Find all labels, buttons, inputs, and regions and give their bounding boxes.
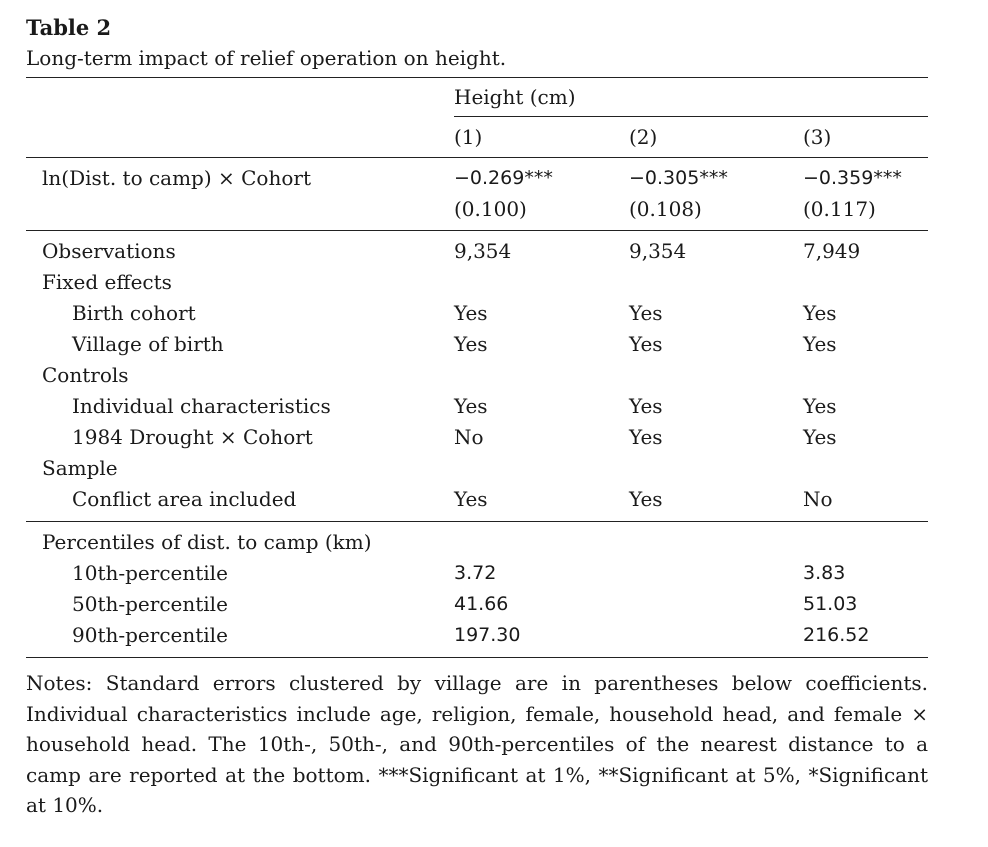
- value-cell: Yes: [454, 487, 488, 511]
- standard-error-cell: (0.108): [629, 197, 702, 221]
- coefficient-cell: −0.269***: [454, 167, 553, 189]
- header-row-columns: (1) (2) (3): [26, 117, 928, 157]
- value-cell: 51.03: [803, 593, 858, 615]
- row-label: Observations: [42, 239, 176, 263]
- standard-error-cell: (0.100): [454, 197, 527, 221]
- table-caption: Long-term impact of relief operation on …: [26, 46, 507, 70]
- value-cell: 216.52: [803, 624, 870, 646]
- table-row: ln(Dist. to camp) × Cohort −0.269*** −0.…: [26, 163, 928, 194]
- table-row: Observations 9,354 9,354 7,949: [26, 236, 928, 267]
- header-rule: [26, 157, 928, 158]
- table-row: 10th-percentile 3.72 3.83: [26, 558, 928, 589]
- value-cell: No: [454, 425, 484, 449]
- table-row: Individual characteristics Yes Yes Yes: [26, 391, 928, 422]
- row-label: Sample: [42, 456, 118, 480]
- row-label: 90th-percentile: [72, 623, 228, 647]
- column-header: (1): [454, 125, 483, 149]
- value-cell: Yes: [803, 394, 837, 418]
- table-notes: Notes: Standard errors clustered by vill…: [26, 671, 928, 817]
- row-label: Controls: [42, 363, 129, 387]
- row-label: Conflict area included: [72, 487, 297, 511]
- value-cell: 7,949: [803, 239, 861, 263]
- table-row: Sample: [26, 453, 928, 484]
- row-label: ln(Dist. to camp) × Cohort: [42, 166, 311, 190]
- specification-block: Observations 9,354 9,354 7,949 Fixed effects…: [26, 231, 928, 521]
- coefficient-cell: −0.305***: [629, 167, 728, 189]
- row-label: 1984 Drought × Cohort: [72, 425, 313, 449]
- table-row: Fixed effects: [26, 267, 928, 298]
- bottom-rule: [26, 657, 928, 658]
- value-cell: Yes: [803, 425, 837, 449]
- row-label: Percentiles of dist. to camp (km): [42, 530, 372, 554]
- table-number: Table 2: [26, 15, 112, 40]
- value-cell: 3.83: [803, 562, 846, 584]
- row-label: Birth cohort: [72, 301, 196, 325]
- value-cell: Yes: [803, 301, 837, 325]
- value-cell: 41.66: [454, 593, 509, 615]
- table-row: 90th-percentile 197.30 216.52: [26, 620, 928, 651]
- row-label: Village of birth: [72, 332, 224, 356]
- table-row: Village of birth Yes Yes Yes: [26, 329, 928, 360]
- table-figure: Table 2 Long-term impact of relief opera…: [26, 14, 928, 821]
- value-cell: Yes: [454, 301, 488, 325]
- row-label: 50th-percentile: [72, 592, 228, 616]
- top-rule: [26, 77, 928, 78]
- value-cell: Yes: [629, 332, 663, 356]
- value-cell: 9,354: [629, 239, 687, 263]
- value-cell: 3.72: [454, 562, 497, 584]
- section-rule: [26, 230, 928, 231]
- row-label: 10th-percentile: [72, 561, 228, 585]
- table-row: (0.100) (0.108) (0.117): [26, 194, 928, 225]
- standard-error-cell: (0.117): [803, 197, 876, 221]
- table-row: Controls: [26, 360, 928, 391]
- coefficient-cell: −0.359***: [803, 167, 902, 189]
- value-cell: Yes: [629, 487, 663, 511]
- coefficient-block: ln(Dist. to camp) × Cohort −0.269*** −0.…: [26, 158, 928, 230]
- row-label: Individual characteristics: [72, 394, 331, 418]
- table-row: 1984 Drought × Cohort No Yes Yes: [26, 422, 928, 453]
- value-cell: 9,354: [454, 239, 512, 263]
- value-cell: Yes: [803, 332, 837, 356]
- dependent-variable-label: Height (cm): [454, 85, 576, 109]
- table-row: 50th-percentile 41.66 51.03: [26, 589, 928, 620]
- value-cell: Yes: [629, 394, 663, 418]
- percentile-block: Percentiles of dist. to camp (km) 10th-p…: [26, 522, 928, 657]
- value-cell: Yes: [629, 425, 663, 449]
- value-cell: Yes: [629, 301, 663, 325]
- value-cell: Yes: [454, 332, 488, 356]
- column-header: (2): [629, 125, 658, 149]
- section-rule: [26, 521, 928, 522]
- table-row: Birth cohort Yes Yes Yes: [26, 298, 928, 329]
- table-row: Percentiles of dist. to camp (km): [26, 527, 928, 558]
- table-row: Conflict area included Yes Yes No: [26, 484, 928, 515]
- row-label: Fixed effects: [42, 270, 172, 294]
- column-header: (3): [803, 125, 832, 149]
- header-sub-rule: [454, 116, 928, 117]
- value-cell: 197.30: [454, 624, 521, 646]
- table-header: Height (cm) (1) (2) (3): [26, 78, 928, 157]
- value-cell: Yes: [454, 394, 488, 418]
- header-row-dependent: Height (cm): [26, 78, 928, 116]
- value-cell: No: [803, 487, 833, 511]
